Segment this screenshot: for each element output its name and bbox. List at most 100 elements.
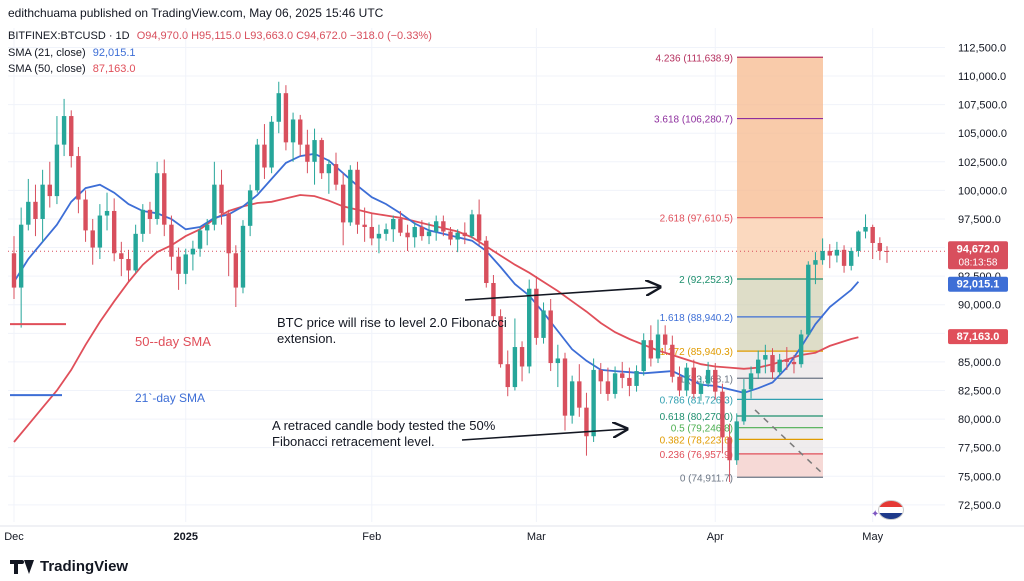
- candle-body: [849, 250, 854, 266]
- fib-level-label: 0.786 (81,726.3): [660, 395, 733, 406]
- candle-body: [469, 214, 475, 237]
- candle-body: [484, 240, 489, 284]
- candle-body: [741, 389, 747, 422]
- candle-body: [83, 199, 88, 231]
- price-tag: [948, 329, 1008, 345]
- candle-body: [512, 347, 518, 388]
- candle-body: [727, 437, 732, 461]
- candle-body: [648, 340, 654, 359]
- candle-body: [298, 119, 303, 145]
- y-tick-label: 97,500.0: [958, 214, 1001, 226]
- sma50-label: SMA (50, close): [8, 63, 86, 75]
- candle-body: [283, 93, 289, 143]
- fib-level-label: 0.382 (78,223.6): [660, 435, 733, 446]
- candle-body: [104, 210, 110, 216]
- candle-body: [11, 253, 17, 288]
- fib-zone-upper: [737, 57, 823, 218]
- candle-body: [405, 232, 410, 238]
- candle-body: [90, 230, 95, 248]
- us-flag-icon[interactable]: [878, 500, 904, 520]
- candle-body: [634, 371, 639, 386]
- annotation-bottom-line2: Fibonacci retracement level.: [272, 434, 435, 449]
- candle-body: [226, 213, 231, 254]
- candle-body: [140, 209, 146, 234]
- candle-body: [319, 140, 324, 174]
- fib-level-label: 0.5 (79,246.8): [671, 424, 733, 435]
- candle-body: [655, 334, 661, 359]
- candle-body: [677, 376, 682, 391]
- candle-body: [262, 144, 267, 168]
- candle-body: [720, 391, 725, 438]
- candle-body: [426, 231, 432, 237]
- candle-body: [376, 233, 382, 239]
- tradingview-logo-icon: [10, 559, 34, 574]
- candle-body: [111, 210, 117, 254]
- candle-body: [97, 215, 103, 248]
- arrow-to-fib-2: [464, 287, 660, 301]
- x-tick-label: Mar: [527, 531, 546, 543]
- candle-body: [383, 229, 389, 234]
- candle-body: [605, 381, 611, 394]
- fib-level-label: 4.236 (111,638.9): [656, 53, 733, 64]
- candle-body: [119, 253, 124, 259]
- brand-name: TradingView: [40, 558, 129, 575]
- candle-body: [620, 373, 625, 378]
- candle-body: [820, 250, 825, 261]
- candle-body: [612, 373, 618, 394]
- y-tick-label: 107,500.0: [958, 100, 1007, 112]
- candle-body: [798, 334, 804, 365]
- candle-body: [698, 383, 704, 394]
- candle-body: [584, 407, 589, 437]
- fib-trend-line: [754, 409, 824, 475]
- candle-body: [176, 256, 181, 274]
- candle-body: [126, 258, 131, 271]
- fib-level-label: 1.618 (88,940.2): [660, 313, 733, 324]
- y-tick-label: 72,500.0: [958, 500, 1001, 512]
- candle-body: [398, 218, 403, 233]
- symbol-label[interactable]: BITFINEX:BTCUSD · 1D: [8, 30, 130, 42]
- candle-body: [641, 340, 646, 372]
- candle-body: [491, 283, 496, 317]
- candle-body: [333, 164, 339, 185]
- candle-body: [662, 334, 668, 345]
- candle-body: [76, 156, 81, 200]
- x-tick-label: Dec: [4, 531, 24, 543]
- candle-body: [433, 221, 439, 232]
- candle-body: [18, 224, 24, 288]
- sma21-legend[interactable]: SMA (21, close) 92,015.1: [8, 47, 136, 59]
- candle-body: [498, 316, 503, 365]
- candle-body: [305, 144, 310, 162]
- tradingview-logo[interactable]: TradingView: [10, 558, 128, 575]
- x-tick-label: May: [862, 531, 883, 543]
- candle-body: [791, 361, 797, 365]
- price-tag-value: 87,163.0: [957, 331, 1000, 343]
- candle-body: [813, 260, 818, 265]
- candle-body: [763, 355, 768, 360]
- price-tag-value: 92,015.1: [957, 279, 1000, 291]
- candle-body: [69, 116, 74, 157]
- sma21-label: SMA (21, close): [8, 47, 86, 59]
- candle-body: [827, 250, 832, 256]
- fib-level-label: 2 (92,252.3): [679, 275, 733, 286]
- candle-body: [462, 232, 468, 237]
- sma21-value: 92,015.1: [92, 47, 136, 59]
- candle-body: [748, 373, 754, 390]
- candle-body: [684, 367, 689, 391]
- candle-body: [154, 173, 160, 219]
- sma50-legend[interactable]: SMA (50, close) 87,163.0: [8, 63, 136, 75]
- sparkle-icon: ✦: [871, 509, 880, 520]
- candle-body: [569, 381, 575, 416]
- candle-body: [713, 369, 718, 392]
- candle-body: [26, 201, 31, 225]
- candle-body: [448, 231, 453, 240]
- y-tick-label: 112,500.0: [958, 42, 1006, 54]
- candle-body: [61, 116, 67, 145]
- candle-body: [519, 347, 525, 367]
- candle-body: [190, 248, 196, 255]
- candle-body: [705, 369, 711, 384]
- candle-body: [255, 144, 260, 191]
- candle-body: [806, 264, 811, 335]
- candle-body: [169, 224, 174, 257]
- candle-body: [856, 231, 861, 251]
